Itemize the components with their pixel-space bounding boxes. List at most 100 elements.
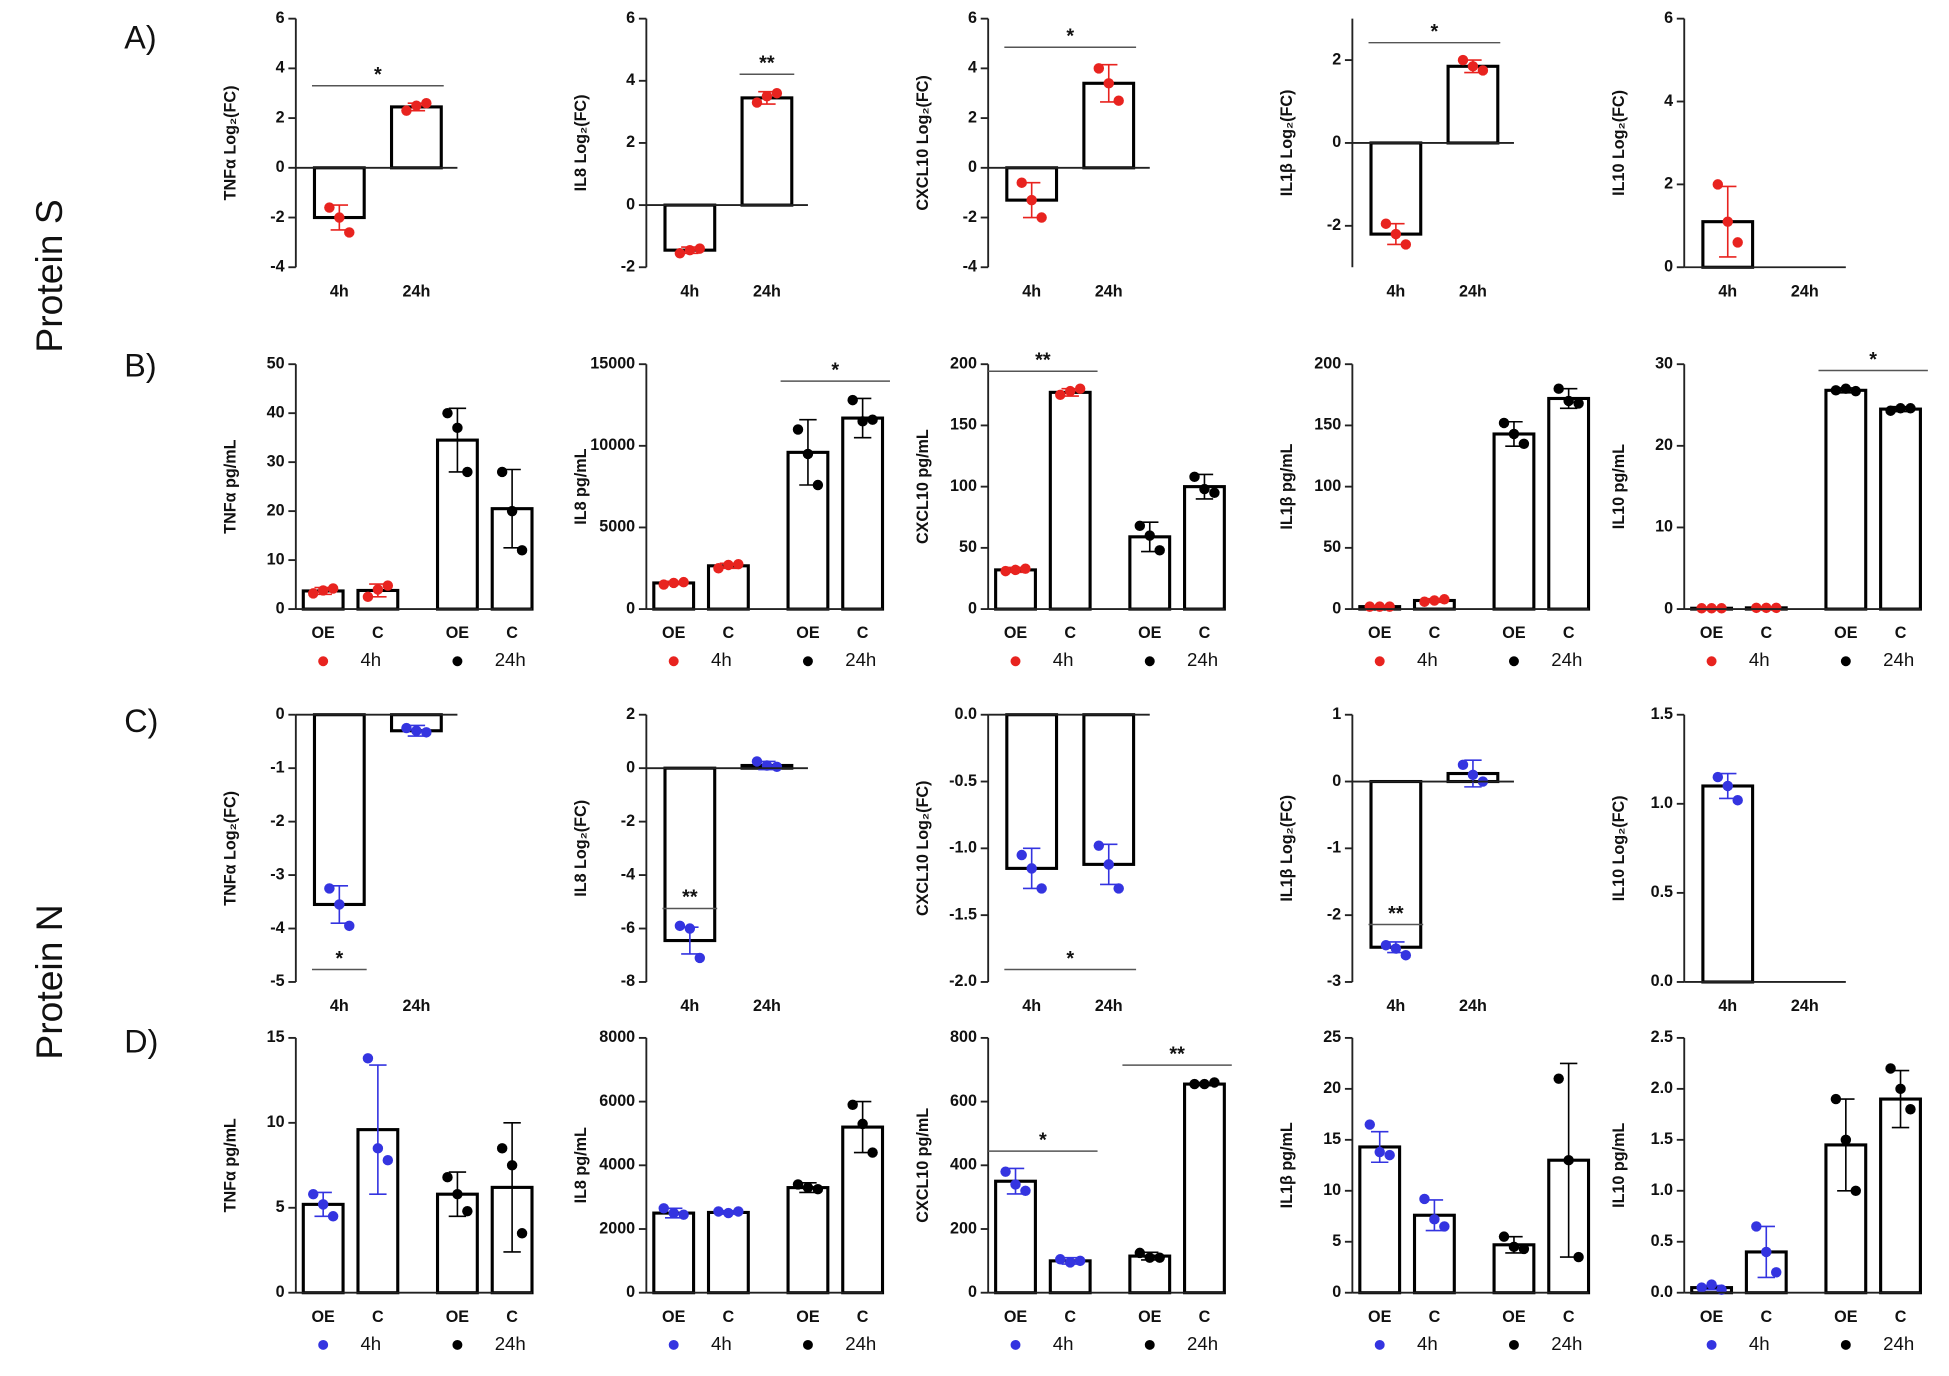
y-tick-label: 30 xyxy=(267,452,285,470)
data-point xyxy=(1055,389,1066,401)
data-point xyxy=(802,1182,814,1193)
bar xyxy=(1879,407,1922,611)
data-point xyxy=(516,545,528,556)
x-tick-label: C xyxy=(857,1308,869,1326)
data-point xyxy=(462,466,473,478)
x-tick-label: OE xyxy=(1502,1308,1526,1326)
legend-marker xyxy=(452,656,463,667)
significance-label: ** xyxy=(759,53,775,75)
data-point xyxy=(771,88,783,99)
bar xyxy=(663,766,717,943)
y-tick-label: 0.5 xyxy=(1651,1232,1673,1250)
data-point xyxy=(1419,596,1430,607)
x-tick-label: 4h xyxy=(680,282,699,300)
data-point xyxy=(1134,1247,1146,1259)
bar xyxy=(1183,485,1226,611)
data-point xyxy=(1830,385,1842,396)
x-tick-label: OE xyxy=(1004,1308,1028,1326)
y-tick-label: 2 xyxy=(626,705,635,723)
legend-label: 4h xyxy=(1749,1333,1770,1354)
data-point xyxy=(1016,177,1027,188)
y-tick-label: 20 xyxy=(1655,436,1673,454)
y-tick-label: 2 xyxy=(968,108,977,126)
y-tick-label: 40 xyxy=(267,403,285,421)
legend-label: 24h xyxy=(845,649,876,670)
data-point xyxy=(713,1206,724,1217)
y-axis-label: IL10 pg/mL xyxy=(1610,1123,1628,1208)
y-tick-label: -2 xyxy=(1327,216,1341,234)
data-point xyxy=(1189,1078,1200,1090)
significance-label: ** xyxy=(1169,1043,1185,1065)
data-point xyxy=(792,424,804,435)
data-point xyxy=(442,1171,453,1183)
data-point xyxy=(761,760,773,771)
y-tick-label: 0 xyxy=(276,705,285,723)
x-tick-label: C xyxy=(1563,1308,1575,1326)
x-tick-label: C xyxy=(1895,1308,1907,1326)
data-point xyxy=(411,725,422,736)
y-axis-label: TNFα Log₂(FC) xyxy=(221,791,239,906)
data-point xyxy=(771,761,783,773)
y-axis-label: TNFα pg/mL xyxy=(221,439,239,533)
significance-label: * xyxy=(1039,1129,1047,1151)
bar xyxy=(994,568,1037,611)
data-point xyxy=(496,466,508,478)
legend-marker xyxy=(1010,1339,1021,1350)
bar xyxy=(1369,141,1423,236)
data-point xyxy=(1885,1063,1896,1074)
data-point xyxy=(1026,194,1037,206)
bar xyxy=(740,96,794,207)
y-tick-label: 30 xyxy=(1655,354,1673,372)
row-label: A) xyxy=(124,19,156,55)
x-tick-label: 24h xyxy=(753,282,781,300)
y-tick-label: 6 xyxy=(626,9,635,27)
data-point xyxy=(1144,1252,1155,1263)
data-point xyxy=(452,1188,463,1200)
y-tick-label: 0 xyxy=(276,1283,285,1301)
data-point xyxy=(1036,883,1047,894)
x-tick-label: C xyxy=(372,624,384,642)
y-tick-label: 0.0 xyxy=(1651,1283,1673,1301)
data-point xyxy=(1751,602,1762,614)
x-tick-label: 24h xyxy=(402,282,430,300)
data-point xyxy=(1905,403,1916,414)
significance-label: * xyxy=(335,948,343,970)
data-point xyxy=(1016,849,1027,861)
y-tick-label: 1.0 xyxy=(1651,794,1673,812)
x-tick-label: OE xyxy=(1138,1308,1162,1326)
y-tick-label: 0 xyxy=(968,1283,977,1301)
y-tick-label: 2 xyxy=(626,133,635,151)
data-point xyxy=(1390,228,1402,240)
x-tick-label: C xyxy=(1760,1308,1772,1326)
legend-marker xyxy=(1706,1339,1717,1350)
data-point xyxy=(382,1154,394,1166)
data-point xyxy=(684,244,696,256)
legend-marker xyxy=(1508,656,1519,667)
data-point xyxy=(1074,1255,1086,1267)
bar xyxy=(1358,1145,1402,1295)
legend-marker xyxy=(452,1339,463,1350)
legend-label: 24h xyxy=(1883,1333,1914,1354)
y-tick-label: 10 xyxy=(1655,518,1673,536)
x-tick-label: OE xyxy=(446,1308,470,1326)
x-tick-label: 4h xyxy=(330,997,349,1015)
x-tick-label: OE xyxy=(446,624,470,642)
x-tick-label: C xyxy=(1199,1308,1211,1326)
y-tick-label: 150 xyxy=(950,416,977,434)
x-tick-label: OE xyxy=(662,624,686,642)
bar xyxy=(1824,388,1868,611)
y-tick-label: 5 xyxy=(1332,1232,1341,1250)
bar xyxy=(841,416,885,611)
y-tick-label: 400 xyxy=(950,1156,977,1174)
x-tick-label: C xyxy=(1895,624,1907,642)
data-point xyxy=(1498,1231,1510,1242)
x-tick-label: OE xyxy=(1700,1308,1724,1326)
legend-marker xyxy=(1010,656,1021,667)
legend-label: 24h xyxy=(495,649,526,670)
data-point xyxy=(1457,759,1469,771)
data-point xyxy=(1761,602,1772,614)
data-point xyxy=(1064,385,1076,397)
y-tick-label: -2.0 xyxy=(949,972,977,990)
data-point xyxy=(1553,383,1564,394)
